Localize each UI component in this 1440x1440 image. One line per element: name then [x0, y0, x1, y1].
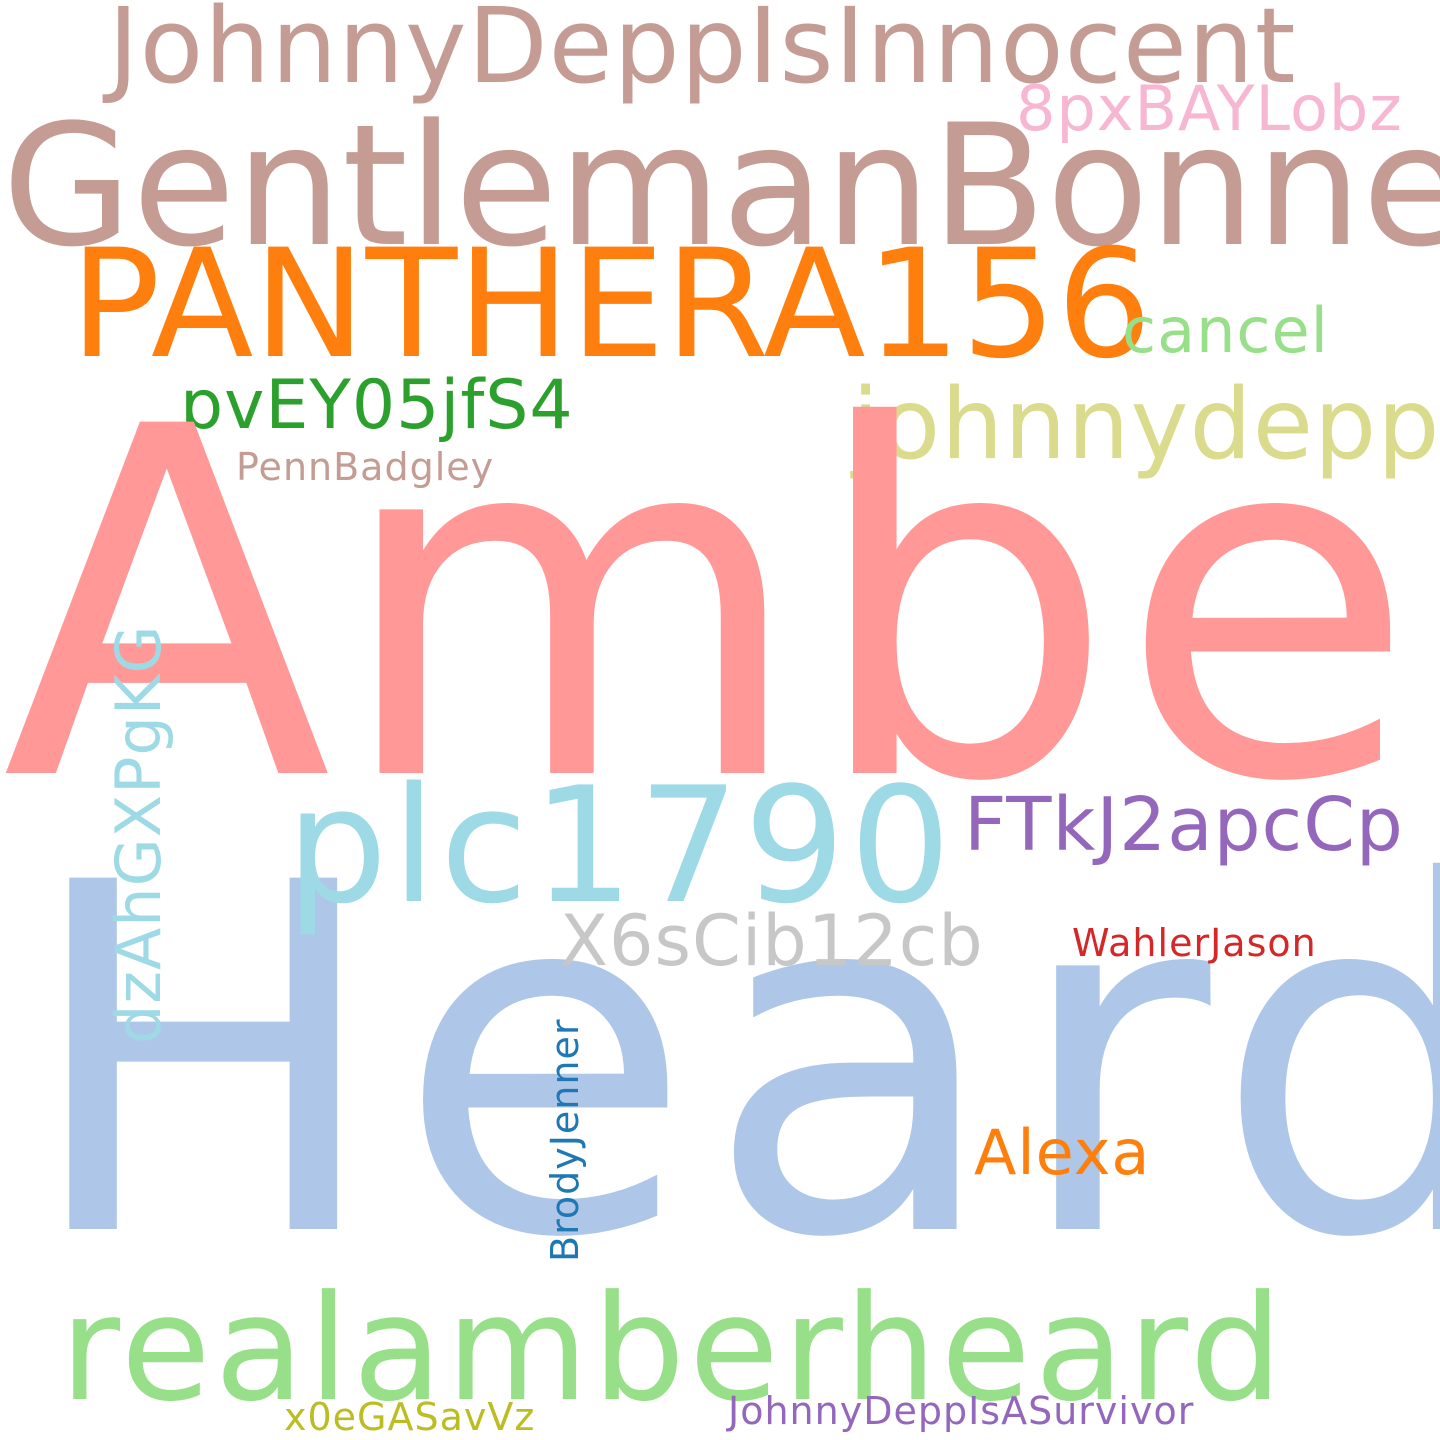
- word-johnnydeppisasurvivor: JohnnyDeppIsASurvivor: [728, 1389, 1195, 1433]
- word-alexa: Alexa: [974, 1116, 1151, 1189]
- word-pennbadgley: PennBadgley: [236, 445, 495, 489]
- word-dzahgxpgkg: dzAhGXPgKG: [102, 624, 175, 1044]
- word-johnnydeppisinnocent: JohnnyDeppIsInnocent: [108, 0, 1297, 107]
- word-gentlemanbonner: GentlemanBonner: [2, 88, 1440, 284]
- word-pvey05jfs4: pvEY05jfS4: [180, 366, 574, 445]
- word-cancel: cancel: [1122, 294, 1329, 367]
- word-plc1790: plc1790: [286, 752, 956, 939]
- word-wahlerjason: WahlerJason: [1072, 921, 1317, 965]
- word-brodyjenner: BrodyJenner: [543, 1018, 587, 1262]
- word-x6scib12cb: X6sCib12cb: [560, 900, 984, 982]
- word-ftkj2apccp: FTkJ2apcCp: [964, 782, 1404, 868]
- word-heard: Heard: [22, 782, 1440, 1343]
- word-x0egasavvz: x0eGASavVz: [284, 1395, 536, 1439]
- word-8pxbaylobz: 8pxBAYLobz: [1016, 72, 1403, 145]
- word-johnnydepp: johnnydepp: [852, 368, 1440, 482]
- word-amber: Amber: [2, 326, 1440, 887]
- word-realamberheard: realamberheard: [60, 1264, 1287, 1434]
- word-panthera156: PANTHERA156: [70, 218, 1152, 392]
